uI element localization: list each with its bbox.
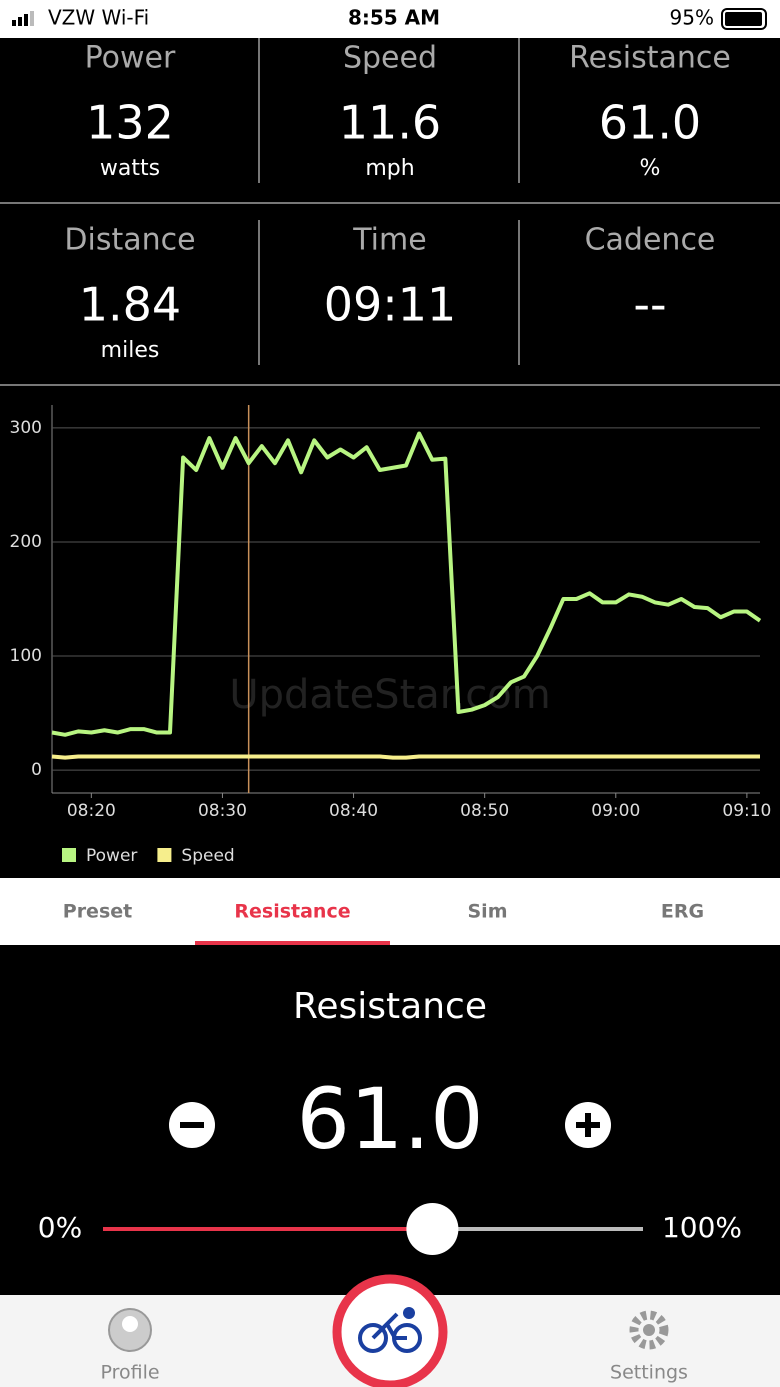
watermark: UpdateStar.com bbox=[229, 672, 550, 718]
tab[interactable]: Sim bbox=[468, 901, 508, 923]
metric-value: 09:11 bbox=[324, 278, 457, 332]
battery-text: 95% bbox=[670, 6, 714, 30]
bike-icon bbox=[358, 1312, 422, 1353]
legend-label: Power bbox=[86, 846, 137, 866]
tab[interactable]: Resistance bbox=[234, 901, 350, 923]
x-tick-label: 09:00 bbox=[591, 801, 640, 821]
x-tick-label: 08:40 bbox=[329, 801, 378, 821]
x-tick-label: 09:10 bbox=[722, 801, 771, 821]
metric-label: Distance bbox=[64, 223, 195, 258]
control-title: Resistance bbox=[293, 986, 487, 1027]
settings-icon[interactable] bbox=[629, 1310, 669, 1350]
settings-hub bbox=[643, 1324, 655, 1336]
slider-min-label: 0% bbox=[38, 1211, 82, 1244]
slider-knob[interactable] bbox=[406, 1203, 459, 1255]
y-tick-label: 0 bbox=[31, 760, 42, 780]
metric-dividers bbox=[0, 38, 780, 386]
metric-value: 132 bbox=[86, 96, 174, 150]
control-value: 61.0 bbox=[296, 1070, 483, 1168]
metric-unit: % bbox=[640, 156, 661, 181]
tab[interactable]: ERG bbox=[661, 901, 704, 923]
y-tick-label: 200 bbox=[10, 532, 42, 552]
metric-value: -- bbox=[633, 278, 666, 332]
profile-head bbox=[122, 1316, 138, 1332]
metric-unit: miles bbox=[101, 338, 160, 363]
nav-profile[interactable]: Profile bbox=[100, 1362, 159, 1384]
tab[interactable]: Preset bbox=[63, 901, 132, 923]
metric-label: Time bbox=[352, 223, 426, 258]
tab-indicator bbox=[195, 941, 390, 945]
y-tick-label: 100 bbox=[10, 646, 42, 666]
plus-icon bbox=[576, 1113, 600, 1137]
metric-value: 1.84 bbox=[79, 278, 181, 332]
x-tick-label: 08:30 bbox=[198, 801, 247, 821]
x-tick-label: 08:20 bbox=[67, 801, 116, 821]
legend-label: Speed bbox=[181, 846, 234, 866]
metric-label: Power bbox=[85, 41, 176, 76]
tab-bar bbox=[0, 878, 780, 945]
nav-settings[interactable]: Settings bbox=[610, 1362, 688, 1384]
metric-unit: mph bbox=[365, 156, 414, 181]
y-tick-label: 300 bbox=[10, 418, 42, 438]
minus-icon bbox=[180, 1122, 204, 1128]
signal-icon bbox=[12, 11, 34, 26]
metric-label: Resistance bbox=[569, 41, 731, 76]
carrier: VZW Wi-Fi bbox=[48, 6, 149, 30]
rider-head bbox=[403, 1307, 415, 1319]
metric-value: 61.0 bbox=[599, 96, 701, 150]
slider-max-label: 100% bbox=[662, 1211, 742, 1244]
x-tick-label: 08:50 bbox=[460, 801, 509, 821]
legend-swatch bbox=[157, 848, 172, 862]
series-line bbox=[51, 754, 760, 760]
series-line bbox=[51, 431, 762, 737]
battery-icon bbox=[721, 8, 767, 30]
battery-level bbox=[725, 12, 762, 26]
metric-label: Cadence bbox=[585, 223, 716, 258]
metric-unit: watts bbox=[100, 156, 160, 181]
legend-swatch bbox=[62, 848, 76, 862]
metric-value: 11.6 bbox=[339, 96, 441, 150]
clock: 8:55 AM bbox=[348, 6, 440, 30]
status-bar bbox=[0, 0, 780, 38]
metric-label: Speed bbox=[343, 41, 437, 76]
